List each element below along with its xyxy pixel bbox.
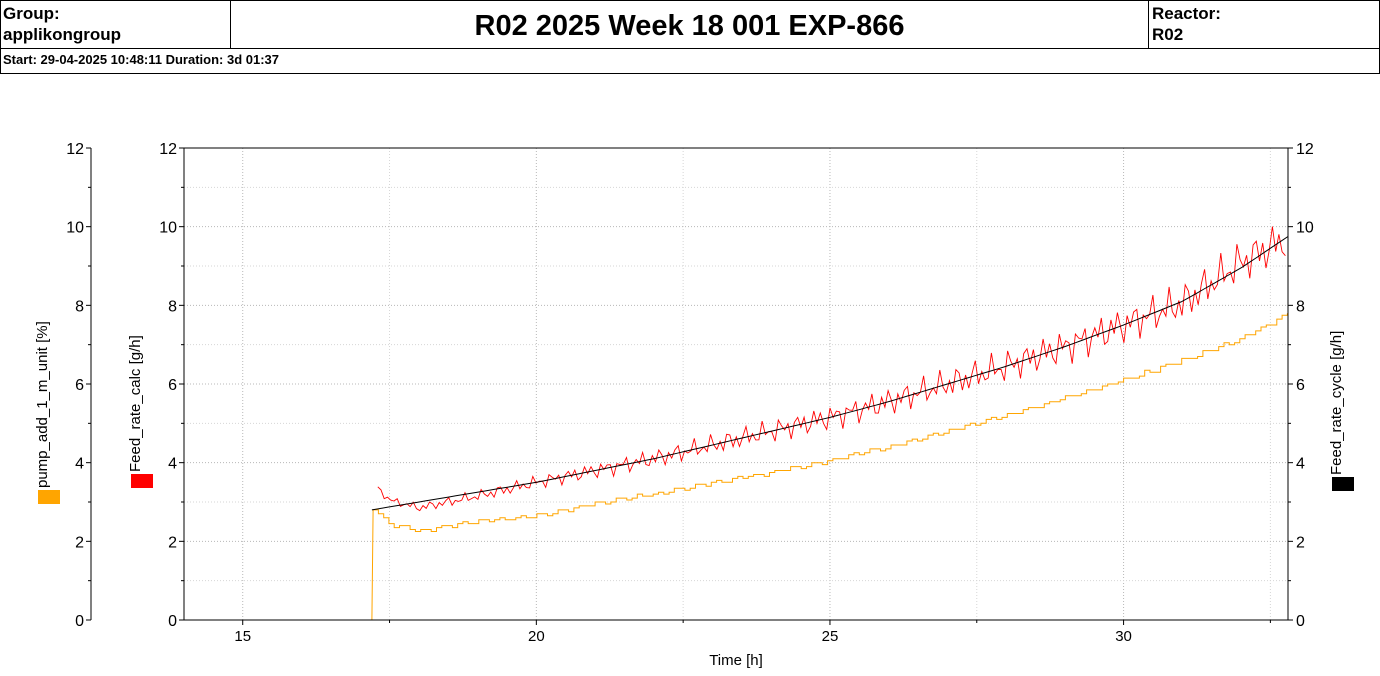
- group-cell: Group: applikongroup: [1, 1, 231, 48]
- y-tick-label: 2: [75, 534, 84, 551]
- y-tick-label: 8: [75, 298, 84, 315]
- x-tick-label: 15: [234, 628, 251, 645]
- reactor-label: Reactor:: [1152, 4, 1221, 23]
- y-tick-label: 12: [159, 141, 177, 158]
- start-duration-line: Start: 29-04-2025 10:48:11 Duration: 3d …: [1, 48, 1379, 73]
- x-tick-label: 30: [1115, 628, 1132, 645]
- y-axis-title-pump: pump_add_1_m_unit [%]: [34, 321, 51, 488]
- legend-swatch-calc: [131, 474, 153, 488]
- y-tick-label: 8: [168, 298, 177, 315]
- y-tick-label: 6: [1296, 377, 1305, 394]
- series-line-pump_add_1_m_unit: [371, 313, 1288, 621]
- y-tick-label: 2: [168, 534, 177, 551]
- y-tick-label: 4: [75, 456, 84, 473]
- grid-lines: [184, 148, 1288, 620]
- y-tick-label: 10: [1296, 220, 1314, 237]
- legend-swatch-pump: [38, 490, 60, 504]
- reactor-value: R02: [1152, 25, 1184, 44]
- report-header: Group: applikongroup R02 2025 Week 18 00…: [0, 0, 1380, 74]
- y-tick-label: 2: [1296, 534, 1305, 551]
- series-line-Feed_rate_calc: [377, 226, 1286, 512]
- y-tick-label: 6: [75, 377, 84, 394]
- report-title: R02 2025 Week 18 001 EXP-866: [231, 1, 1149, 48]
- series-lines: [371, 226, 1289, 621]
- series-line-Feed_rate_cycle: [371, 236, 1289, 511]
- y-axis-title-calc: Feed_rate_calc [g/h]: [127, 335, 144, 472]
- y-tick-label: 12: [66, 141, 84, 158]
- reactor-cell: Reactor: R02: [1149, 1, 1379, 48]
- x-tick-label: 20: [528, 628, 545, 645]
- group-label: Group:: [3, 4, 60, 23]
- y-tick-label: 10: [66, 220, 84, 237]
- y-tick-label: 4: [168, 456, 177, 473]
- y-tick-label: 6: [168, 377, 177, 394]
- legend-swatch-cycle: [1332, 477, 1354, 491]
- y-tick-label: 0: [168, 613, 177, 630]
- y-tick-label: 4: [1296, 456, 1305, 473]
- x-tick-label: 25: [822, 628, 839, 645]
- y-tick-label: 0: [1296, 613, 1305, 630]
- x-axis-title: Time [h]: [709, 652, 763, 669]
- y-axis-title-cycle: Feed_rate_cycle [g/h]: [1328, 331, 1345, 475]
- y-tick-label: 12: [1296, 141, 1314, 158]
- y-tick-label: 10: [159, 220, 177, 237]
- y-tick-label: 8: [1296, 298, 1305, 315]
- y-tick-label: 0: [75, 613, 84, 630]
- group-value: applikongroup: [3, 25, 122, 44]
